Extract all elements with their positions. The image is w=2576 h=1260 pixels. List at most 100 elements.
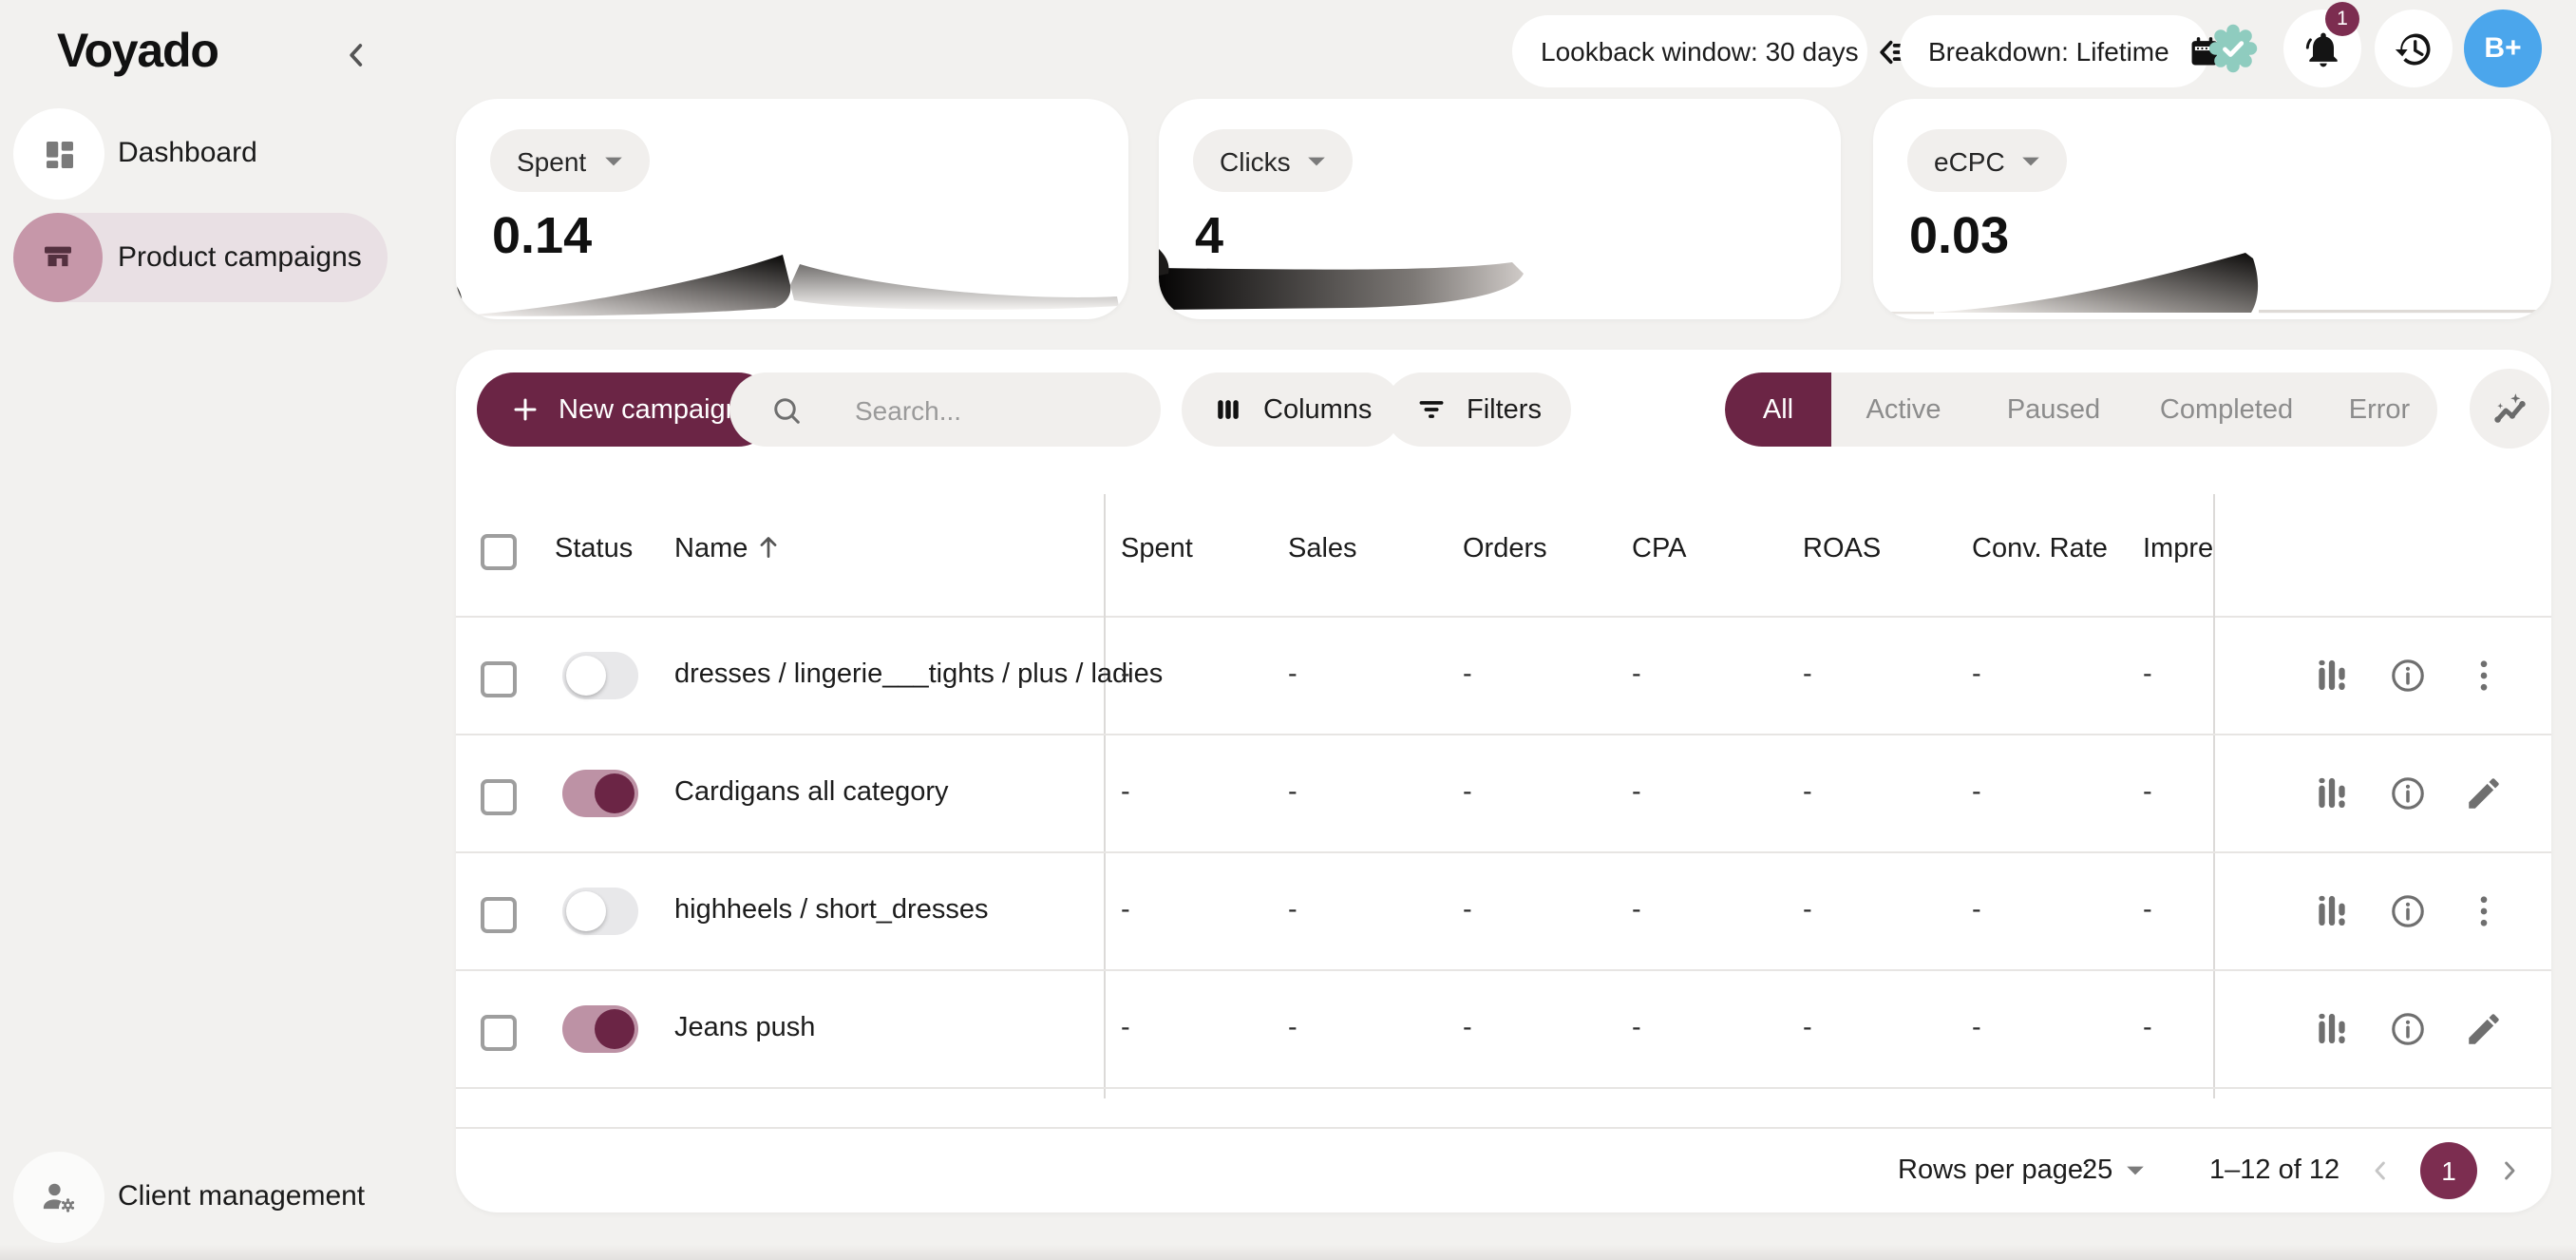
insights-button[interactable] [2470, 369, 2549, 449]
tab-completed[interactable]: Completed [2159, 394, 2294, 425]
column-header-status[interactable]: Status [555, 534, 634, 564]
search-field[interactable] [729, 372, 1161, 447]
row-info-icon[interactable] [2388, 773, 2428, 813]
cell-cpa: - [1632, 659, 1641, 690]
row-info-icon[interactable] [2388, 656, 2428, 696]
column-header-impressions-clipped[interactable]: Impres [2143, 534, 2213, 564]
tab-error[interactable]: Error [2348, 394, 2411, 425]
dashboard-icon-circle [13, 108, 104, 200]
table-row: dresses / lingerie___tights / plus / lad… [456, 618, 2551, 735]
cell-sales: - [1288, 1013, 1297, 1043]
caret-down-icon [603, 155, 622, 166]
table-row: Cardigans all category - - - - - - - [456, 735, 2551, 853]
status-toggle[interactable] [562, 1005, 638, 1053]
row-stats-icon[interactable] [2312, 1009, 2352, 1049]
row-checkbox[interactable] [481, 779, 517, 815]
sort-arrow-up-icon[interactable] [752, 530, 785, 563]
row-menu-icon[interactable] [2464, 891, 2504, 931]
tab-active[interactable]: Active [1866, 394, 1941, 425]
campaign-name[interactable]: Cardigans all category [674, 777, 949, 808]
row-checkbox[interactable] [481, 1015, 517, 1051]
row-info-icon[interactable] [2388, 1009, 2428, 1049]
row-stats-icon[interactable] [2312, 773, 2352, 813]
row-stats-icon[interactable] [2312, 891, 2352, 931]
plus-icon [511, 395, 540, 424]
cell-conv-rate: - [1972, 777, 1981, 808]
column-header-name[interactable]: Name [674, 534, 748, 564]
prev-page-button[interactable] [2365, 1155, 2396, 1186]
table-row: highheels / short_dresses - - - - - - - [456, 853, 2551, 971]
column-header-cpa[interactable]: CPA [1632, 534, 1687, 564]
sidebar-collapse-button[interactable] [334, 32, 380, 78]
caret-down-icon [2022, 155, 2041, 166]
column-header-orders[interactable]: Orders [1463, 534, 1547, 564]
breakdown-selector[interactable]: Breakdown: Lifetime [1900, 15, 2218, 87]
row-edit-icon[interactable] [2464, 1009, 2504, 1049]
status-toggle[interactable] [562, 652, 638, 699]
column-header-conv-rate[interactable]: Conv. Rate [1972, 534, 2108, 564]
status-filter-tabs: All Active Paused Completed Error [1725, 372, 2437, 447]
campaign-name[interactable]: Jeans push [674, 1013, 816, 1043]
metric-selector[interactable]: Clicks [1193, 129, 1354, 192]
status-toggle[interactable] [562, 888, 638, 935]
caret-down-icon [2126, 1165, 2145, 1176]
filters-button[interactable]: Filters [1385, 372, 1572, 447]
columns-icon [1212, 393, 1244, 426]
rows-per-page-select[interactable]: 25 [2082, 1155, 2145, 1186]
manage-accounts-icon-circle [13, 1152, 104, 1243]
column-header-sales[interactable]: Sales [1288, 534, 1357, 564]
row-menu-icon[interactable] [2464, 656, 2504, 696]
cell-conv-rate: - [1972, 1013, 1981, 1043]
chevron-left-icon [2365, 1155, 2396, 1186]
lookback-window-selector[interactable]: Lookback window: 30 days [1512, 15, 1908, 87]
sidebar-item-label: Dashboard [118, 137, 257, 169]
cell-spent: - [1121, 659, 1130, 690]
row-checkbox[interactable] [481, 661, 517, 697]
toggle-knob [566, 656, 606, 696]
sidebar-item-product-campaigns[interactable]: Product campaigns [13, 213, 388, 302]
pinned-column-divider-right [2213, 494, 2215, 1098]
verified-seal-icon [2207, 23, 2259, 74]
column-header-roas[interactable]: ROAS [1803, 534, 1882, 564]
user-avatar[interactable]: B+ [2464, 10, 2542, 87]
pagination-range: 1–12 of 12 [2209, 1155, 2340, 1186]
new-campaign-button[interactable]: New campaign [477, 372, 775, 447]
tab-all[interactable]: All [1725, 372, 1831, 447]
table-row: Jeans push - - - - - - - [456, 971, 2551, 1089]
header-divider [456, 616, 2551, 618]
page-number-button[interactable]: 1 [2420, 1142, 2477, 1199]
toggle-knob [595, 773, 635, 813]
cell-cpa: - [1632, 1013, 1641, 1043]
rows-per-page-value: 25 [2082, 1155, 2113, 1186]
metric-selector[interactable]: Spent [490, 129, 650, 192]
status-toggle[interactable] [562, 770, 638, 817]
sidebar-item-dashboard[interactable]: Dashboard [13, 108, 388, 200]
cell-conv-rate: - [1972, 895, 1981, 926]
cell-sales: - [1288, 659, 1297, 690]
next-page-button[interactable] [2494, 1155, 2525, 1186]
columns-button[interactable]: Columns [1182, 372, 1403, 447]
row-stats-icon[interactable] [2312, 656, 2352, 696]
cell-orders: - [1463, 777, 1472, 808]
row-info-icon[interactable] [2388, 891, 2428, 931]
campaigns-panel: New campaign Columns Filters All Active … [456, 350, 2551, 1212]
chevron-left-icon [338, 36, 376, 74]
sidebar-item-label: Client management [118, 1180, 366, 1212]
cell-impressions: - [2143, 659, 2152, 690]
campaign-name[interactable]: dresses / lingerie___tights / plus / lad… [674, 659, 1164, 690]
column-header-spent[interactable]: Spent [1121, 534, 1193, 564]
cell-spent: - [1121, 777, 1130, 808]
cell-impressions: - [2143, 777, 2152, 808]
campaign-name[interactable]: highheels / short_dresses [674, 895, 989, 926]
history-button[interactable] [2375, 10, 2453, 87]
sidebar-item-client-management[interactable]: Client management [13, 1152, 388, 1243]
metric-value: 0.03 [1909, 207, 2010, 264]
cell-cpa: - [1632, 895, 1641, 926]
search-input[interactable] [851, 392, 1144, 427]
row-checkbox[interactable] [481, 897, 517, 933]
cell-sales: - [1288, 895, 1297, 926]
select-all-checkbox[interactable] [481, 534, 517, 570]
row-edit-icon[interactable] [2464, 773, 2504, 813]
metric-selector[interactable]: eCPC [1907, 129, 2068, 192]
tab-paused[interactable]: Paused [2006, 394, 2101, 425]
